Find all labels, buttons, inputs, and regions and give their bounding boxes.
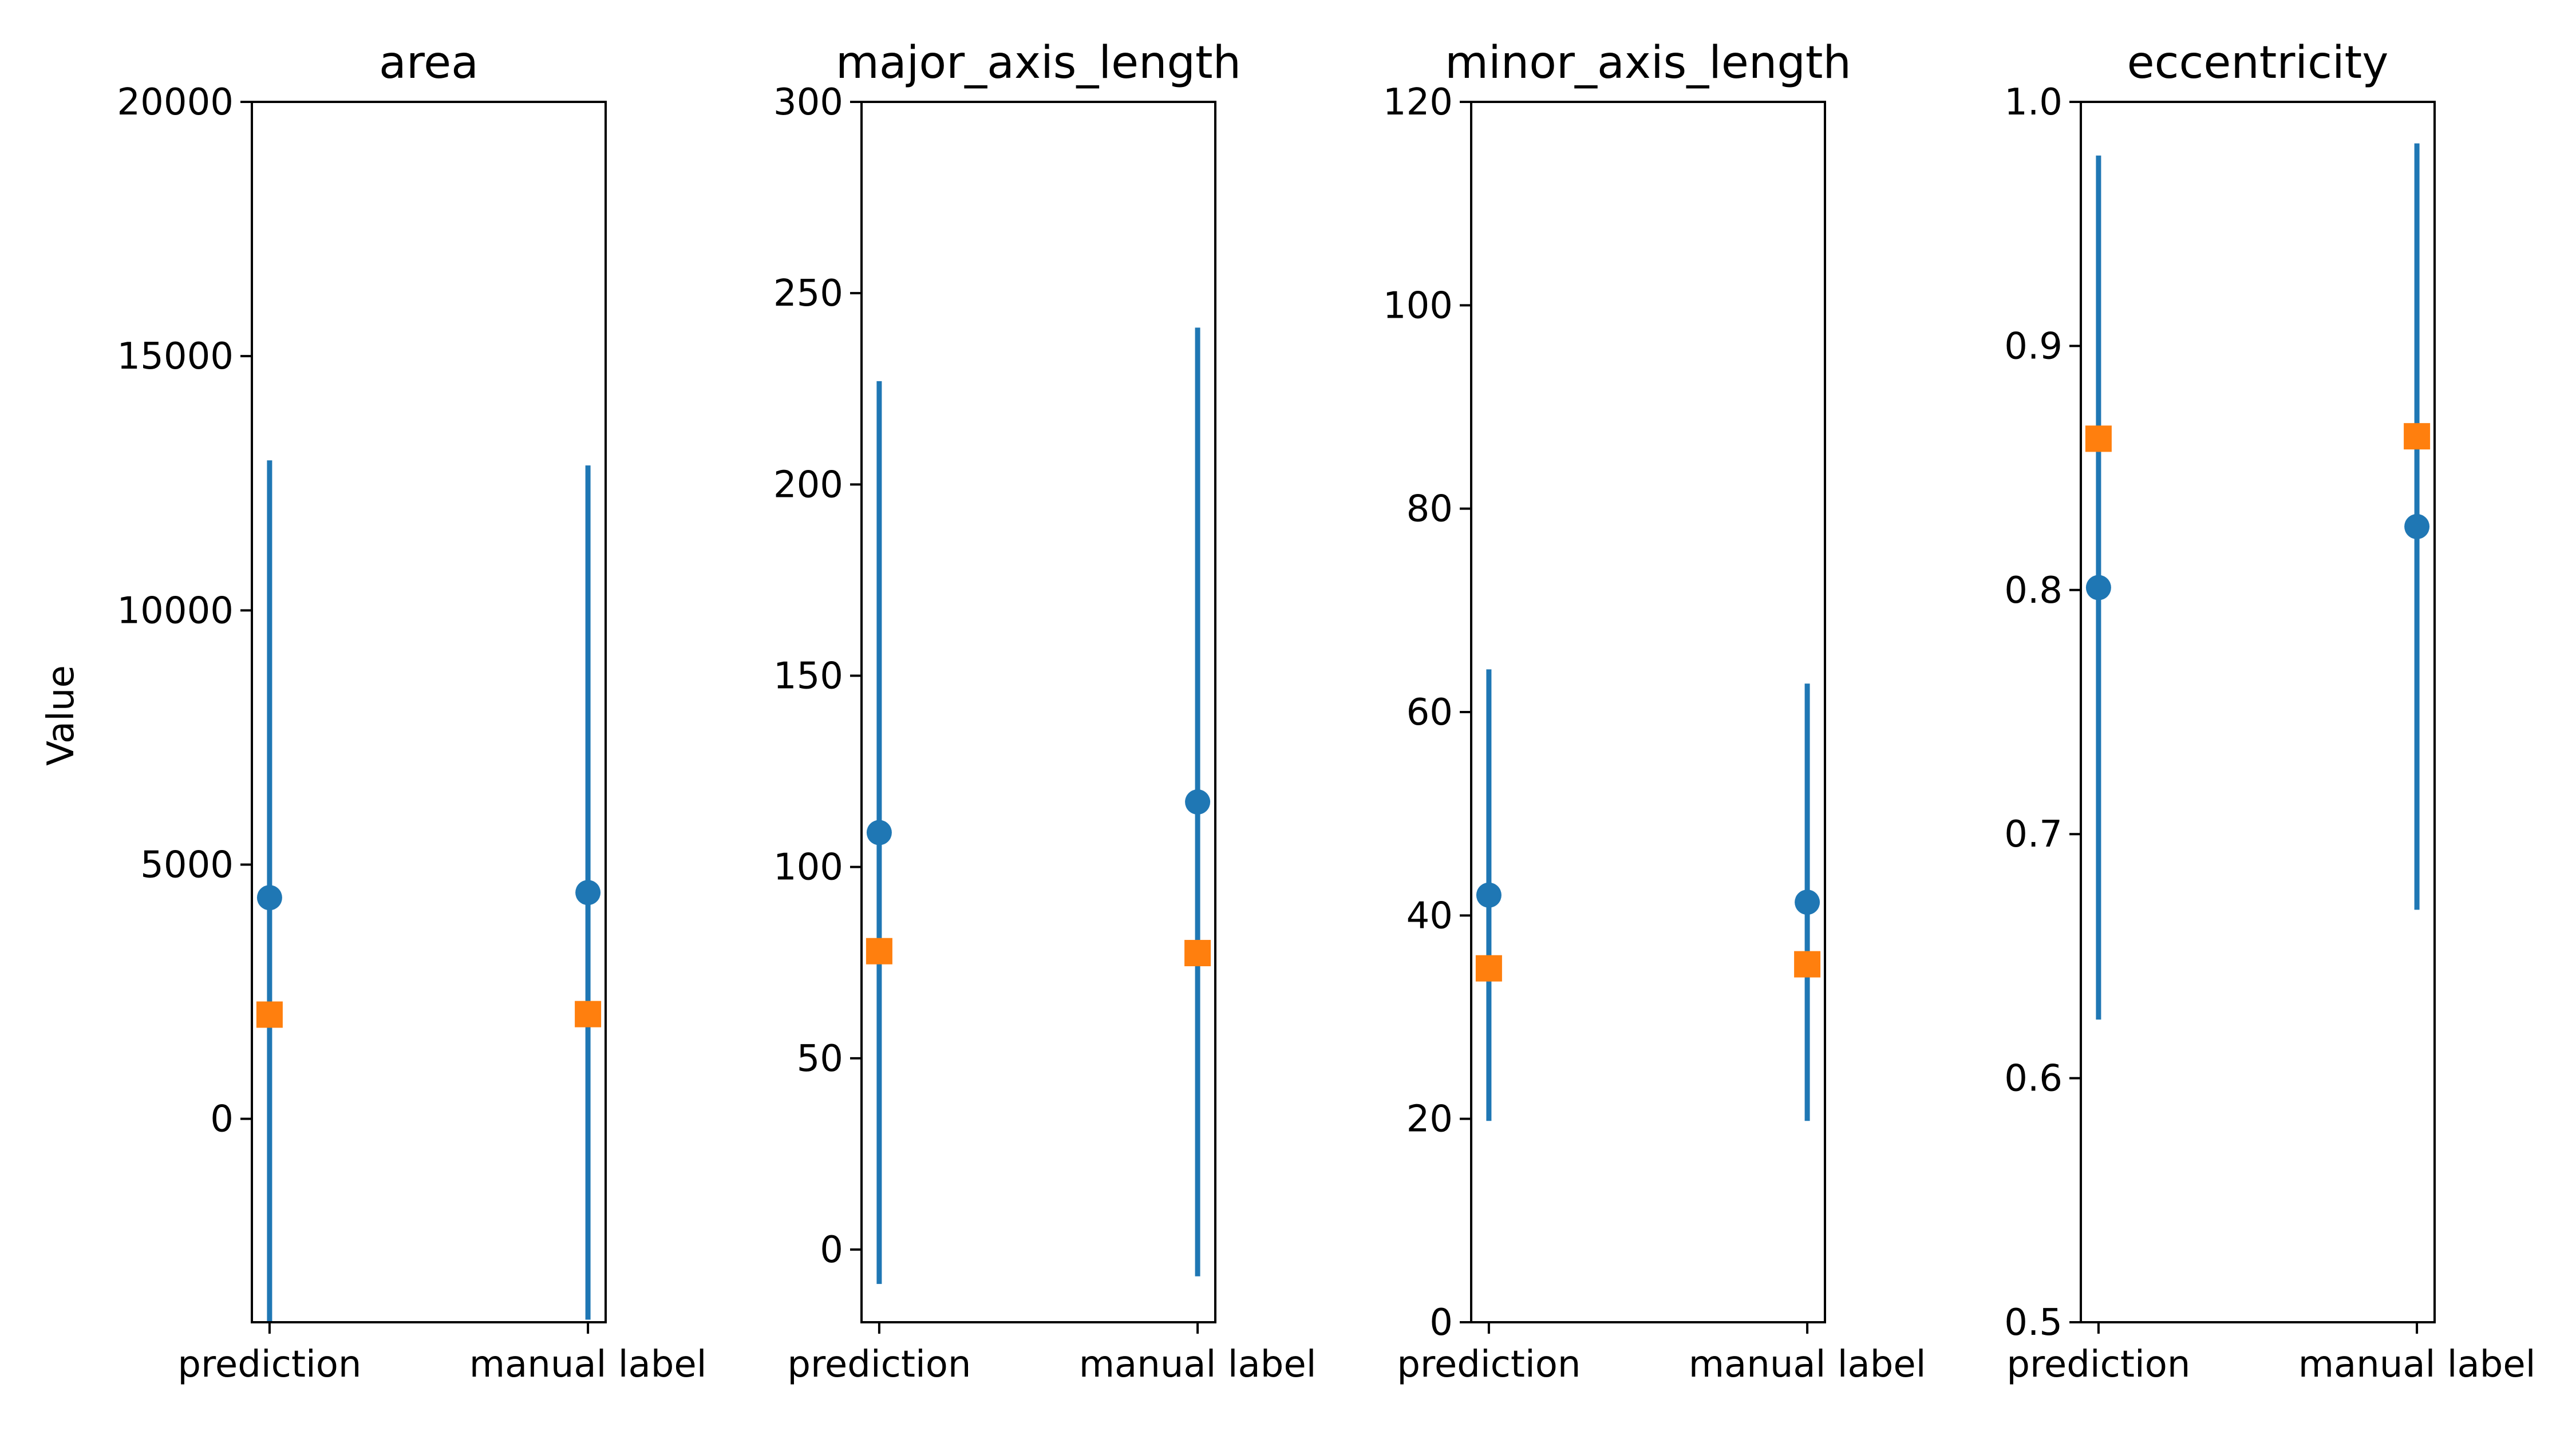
- median-point: [1794, 951, 1821, 978]
- subplot-title: major_axis_length: [836, 37, 1241, 89]
- y-tick-label: 0.7: [2004, 813, 2063, 856]
- mean-point: [2085, 575, 2111, 600]
- median-point: [2404, 423, 2431, 450]
- axes-frame: [860, 101, 1216, 1323]
- axes-frame: [2080, 101, 2436, 1323]
- median-point: [256, 1001, 283, 1028]
- y-tick-label: 0: [210, 1098, 234, 1141]
- mean-point: [575, 880, 601, 906]
- subplot-title: area: [379, 37, 479, 89]
- y-tick-label: 10000: [117, 590, 234, 632]
- axes-frame: [1470, 101, 1826, 1323]
- mean-point: [1185, 789, 1211, 815]
- subplot-title: eccentricity: [2127, 37, 2389, 89]
- y-tick-label: 15000: [117, 335, 234, 378]
- y-tick-label: 20: [1406, 1098, 1453, 1141]
- y-tick-label: 300: [773, 81, 843, 124]
- y-tick-label: 0.9: [2004, 325, 2063, 367]
- mean-point: [866, 820, 892, 845]
- y-tick-label: 200: [773, 464, 843, 506]
- y-tick-label: 0.6: [2004, 1058, 2063, 1100]
- y-tick-label: 120: [1383, 81, 1453, 124]
- y-tick-label: 50: [797, 1038, 843, 1080]
- median-point: [1184, 940, 1211, 967]
- y-tick-label: 0.8: [2004, 570, 2063, 612]
- y-tick-label: 0: [1429, 1302, 1453, 1344]
- mean-point: [2404, 513, 2430, 539]
- x-tick-label: prediction: [1397, 1343, 1581, 1386]
- y-tick-label: 1.0: [2004, 81, 2063, 124]
- y-tick-label: 20000: [117, 81, 234, 124]
- subplot-title: minor_axis_length: [1445, 37, 1851, 89]
- y-tick-label: 0: [820, 1229, 843, 1271]
- mean-point: [1795, 890, 1820, 915]
- y-tick-label: 5000: [140, 844, 234, 887]
- y-tick-label: 250: [773, 272, 843, 315]
- y-tick-label: 80: [1406, 488, 1453, 531]
- plot-area: [256, 460, 602, 1322]
- x-tick-label: prediction: [177, 1343, 361, 1386]
- x-tick-label: manual label: [2298, 1343, 2536, 1386]
- x-tick-label: prediction: [787, 1343, 971, 1386]
- x-tick-label: manual label: [1079, 1343, 1317, 1386]
- x-tick-label: manual label: [469, 1343, 707, 1386]
- axes-frame: [251, 101, 607, 1323]
- plot-area: [2085, 143, 2431, 1020]
- y-axis-label: Value: [40, 665, 82, 766]
- x-tick-label: prediction: [2006, 1343, 2190, 1386]
- mean-point: [1476, 882, 1502, 908]
- y-tick-label: 40: [1406, 895, 1453, 937]
- mean-point: [256, 885, 282, 911]
- x-tick-label: manual label: [1689, 1343, 1926, 1386]
- y-tick-label: 150: [773, 655, 843, 698]
- plot-area: [1475, 669, 1821, 1121]
- median-point: [1475, 955, 1502, 982]
- median-point: [866, 938, 892, 964]
- median-point: [2085, 425, 2112, 452]
- y-tick-label: 100: [773, 847, 843, 889]
- plot-area: [866, 327, 1211, 1284]
- y-tick-label: 0.5: [2004, 1302, 2063, 1344]
- subplot-eccentricity: eccentricity 0.5 0.6 0.7 0.8 0.9 1.0 prediction…: [2004, 37, 2535, 1386]
- y-tick-label: 100: [1383, 284, 1453, 327]
- subplot-area: area 0 5000 10000 15000 20000 prediction manual…: [117, 37, 706, 1386]
- y-tick-label: 60: [1406, 691, 1453, 734]
- subplot-major-axis-length: major_axis_length 0 50 100 150 200 250 300 predi…: [773, 37, 1317, 1386]
- subplot-minor-axis-length: minor_axis_length 0 20 40 60 80 100 120 predicti…: [1383, 37, 1926, 1386]
- median-point: [575, 1001, 602, 1027]
